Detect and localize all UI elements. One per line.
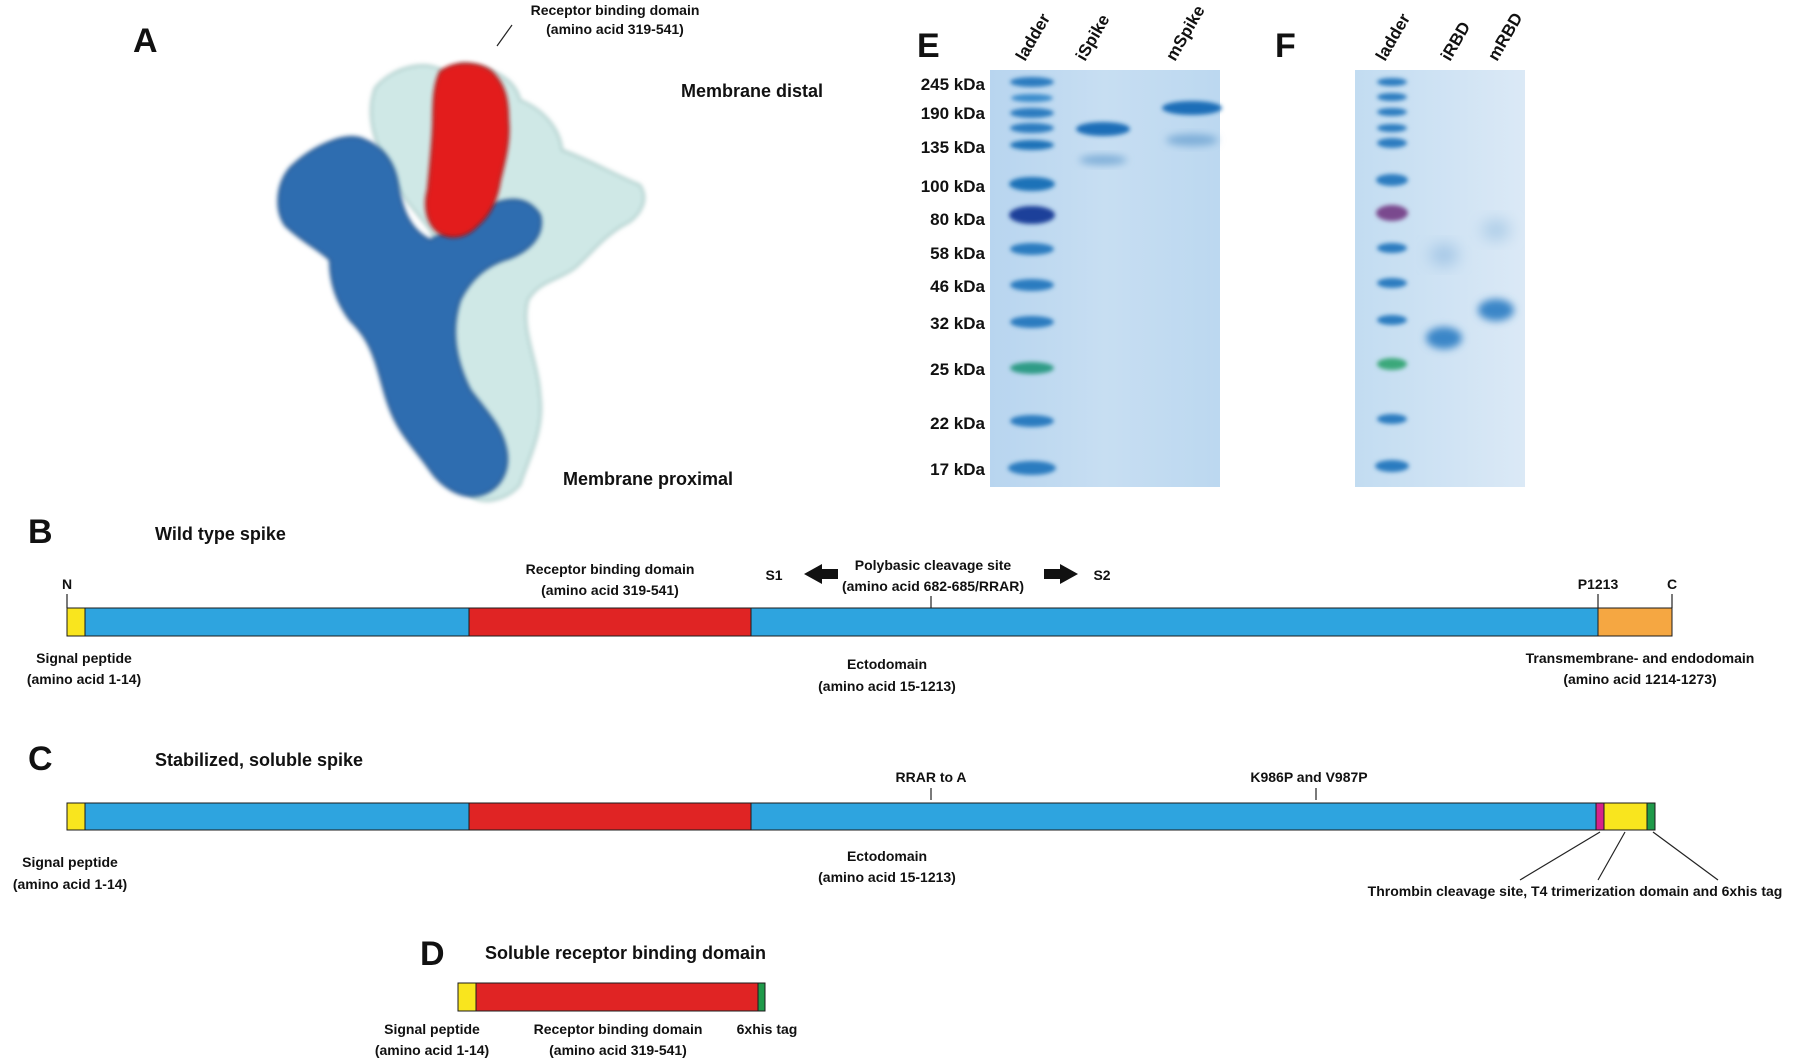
wt-ectodomain-n (84, 607, 470, 637)
d-rbd-label-1: Receptor binding domain (534, 1021, 703, 1037)
ispike-minor-band (1079, 155, 1127, 165)
d-rbd (475, 982, 759, 1012)
marker-245: 245 kDa (921, 75, 986, 94)
gel-f-lane-mrbd: mRBD (1484, 10, 1526, 64)
d-signal-peptide (457, 982, 477, 1012)
panel-c-title: Stabilized, soluble spike (155, 750, 363, 770)
gel-e-ladder-bands (1008, 77, 1056, 475)
rbd-pointer-line (496, 24, 513, 47)
d-signal-label-1: Signal peptide (384, 1021, 480, 1037)
gel-e-lane-labels: ladder iSpike mSpike (1012, 2, 1209, 64)
d-signal-label-2: (amino acid 1-14) (375, 1042, 489, 1058)
gel-f-sample-bands (1426, 220, 1514, 349)
gel-e-lane-ladder: ladder (1012, 10, 1054, 64)
c-thrombin-site (1595, 802, 1605, 831)
c-t4-trimerization (1603, 802, 1648, 831)
panel-d-title: Soluble receptor binding domain (485, 943, 766, 963)
b-signal-label-2: (amino acid 1-14) (27, 671, 141, 687)
b-ecto-label-2: (amino acid 15-1213) (818, 678, 956, 694)
marker-100: 100 kDa (921, 177, 986, 196)
n-terminus-label: N (62, 576, 72, 592)
s1-label: S1 (765, 567, 782, 583)
c-signal-label-2: (amino acid 1-14) (13, 876, 127, 892)
d-rbd-label-2: (amino acid 319-541) (549, 1042, 687, 1058)
cleavage-label-1: Polybasic cleavage site (855, 557, 1012, 573)
c-ecto-label-2: (amino acid 15-1213) (818, 869, 956, 885)
marker-32: 32 kDa (930, 314, 985, 333)
gel-f-ladder-bands (1375, 78, 1409, 472)
mspike-main-band (1162, 101, 1222, 115)
c-ectodomain-n (84, 802, 470, 831)
structure-rbd (425, 62, 510, 238)
mrbd-main-band (1478, 299, 1514, 321)
wt-transmembrane (1597, 607, 1673, 637)
c-rbd (468, 802, 752, 831)
b-rbd-label-2: (amino acid 319-541) (541, 582, 679, 598)
k986p-label: K986P and V987P (1250, 769, 1367, 785)
b-signal-label-1: Signal peptide (36, 650, 132, 666)
c-his-tag (1646, 802, 1656, 831)
membrane-proximal-label: Membrane proximal (563, 469, 733, 489)
b-tm-label-1: Transmembrane- and endodomain (1526, 650, 1755, 666)
b-tm-label-2: (amino acid 1214-1273) (1563, 671, 1716, 687)
b-ecto-label-1: Ectodomain (847, 656, 927, 672)
gel-e-lane-mspike: mSpike (1162, 2, 1209, 64)
c-callout-lines (1519, 831, 1719, 881)
stabilized-spike-bar (66, 802, 1656, 831)
panel-c-letter: C (28, 740, 53, 778)
gel-f-lane-irbd: iRBD (1437, 19, 1474, 64)
c-terminus-label: C (1667, 576, 1677, 592)
irbd-main-band (1426, 327, 1462, 349)
d-his-label: 6xhis tag (737, 1021, 798, 1037)
s2-label: S2 (1093, 567, 1110, 583)
gel-f-background (1355, 70, 1525, 487)
panel-a-rbd-label-2: (amino acid 319-541) (546, 21, 684, 37)
panel-e-letter: E (917, 27, 940, 65)
marker-80: 80 kDa (930, 210, 985, 229)
spike-structure-illustration (277, 24, 645, 502)
gel-e-sample-bands (1076, 101, 1222, 165)
panel-d-letter: D (420, 935, 445, 973)
marker-190: 190 kDa (921, 104, 986, 123)
panel-a-letter: A (133, 22, 158, 60)
s2-arrow (1044, 564, 1078, 584)
c-ectodomain-c (750, 802, 1597, 831)
irbd-faint-band (1430, 245, 1458, 265)
marker-17: 17 kDa (930, 460, 985, 479)
marker-22: 22 kDa (930, 414, 985, 433)
wt-signal-peptide (66, 607, 86, 637)
gel-e-lane-ispike: iSpike (1072, 11, 1114, 64)
ispike-main-band (1076, 122, 1130, 136)
cleavage-label-2: (amino acid 682-685/RRAR) (842, 578, 1024, 594)
panel-b-letter: B (28, 513, 53, 551)
gel-f-lane-labels: ladder iRBD mRBD (1372, 10, 1526, 64)
mrbd-faint-band (1482, 220, 1510, 240)
panel-a-rbd-label-1: Receptor binding domain (531, 2, 700, 18)
gel-f-lane-ladder: ladder (1372, 10, 1414, 64)
s1-arrow (804, 564, 838, 584)
wild-type-spike-bar (66, 607, 1673, 637)
c-signal-label-1: Signal peptide (22, 854, 118, 870)
p1213-label: P1213 (1578, 576, 1619, 592)
gel-e-marker-labels: 245 kDa 190 kDa 135 kDa 100 kDa 80 kDa 5… (921, 75, 986, 479)
d-his-tag (757, 982, 766, 1012)
marker-58: 58 kDa (930, 244, 985, 263)
mspike-minor-band (1166, 134, 1218, 146)
c-ecto-label-1: Ectodomain (847, 848, 927, 864)
marker-46: 46 kDa (930, 277, 985, 296)
panel-f-letter: F (1275, 27, 1296, 65)
wt-rbd (468, 607, 752, 637)
membrane-distal-label: Membrane distal (681, 81, 823, 101)
soluble-rbd-bar (457, 982, 766, 1012)
panel-b-title: Wild type spike (155, 524, 286, 544)
thrombin-label: Thrombin cleavage site, T4 trimerization… (1368, 883, 1783, 899)
marker-25: 25 kDa (930, 360, 985, 379)
marker-135: 135 kDa (921, 138, 986, 157)
b-rbd-label-1: Receptor binding domain (526, 561, 695, 577)
c-signal-peptide (66, 802, 86, 831)
rrar-label: RRAR to A (895, 769, 966, 785)
wt-ectodomain-c (750, 607, 1599, 637)
